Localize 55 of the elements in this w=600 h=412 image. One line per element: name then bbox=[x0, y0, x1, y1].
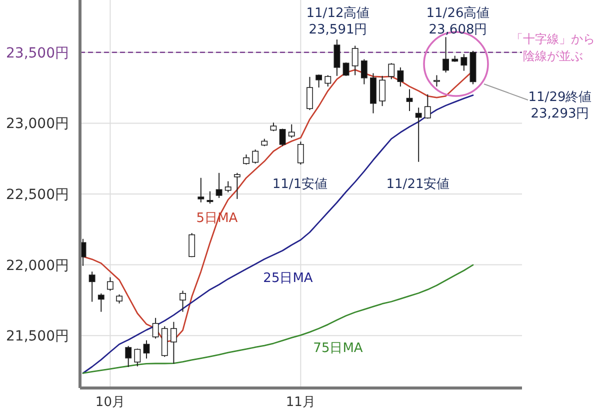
candlestick bbox=[379, 75, 386, 107]
line-series bbox=[82, 264, 474, 374]
candlestick bbox=[206, 190, 214, 204]
candlestick bbox=[152, 317, 159, 340]
candlestick bbox=[424, 94, 431, 120]
candlestick bbox=[116, 294, 122, 304]
candlestick bbox=[88, 271, 96, 302]
x-tick-label: 10月 bbox=[95, 395, 125, 410]
candlestick bbox=[288, 124, 295, 138]
candlestick bbox=[415, 107, 422, 162]
candlestick bbox=[216, 172, 222, 198]
x-tick-label: 11月 bbox=[286, 395, 316, 410]
candlestick bbox=[342, 62, 350, 76]
candlestick bbox=[324, 74, 332, 88]
y-tick-label: 23,000円 bbox=[6, 116, 69, 132]
candlestick bbox=[316, 74, 322, 88]
candlestick bbox=[334, 39, 340, 76]
annotation: 11/1安値 bbox=[272, 176, 328, 192]
candlestick bbox=[134, 348, 141, 367]
candlestick bbox=[460, 54, 468, 72]
candlestick bbox=[360, 58, 368, 85]
annotation: 11/12高値 23,591円 bbox=[306, 5, 370, 38]
candlestick bbox=[406, 88, 413, 112]
candlestick bbox=[107, 276, 114, 292]
series-label: 25日MA bbox=[263, 271, 313, 286]
candlestick bbox=[352, 45, 358, 76]
candlestick bbox=[98, 292, 104, 312]
text: 陰線が並ぶ bbox=[523, 49, 583, 63]
candlestick bbox=[143, 340, 150, 360]
y-tick-label: 23,500円 bbox=[6, 45, 69, 62]
candlestick bbox=[234, 172, 240, 200]
candlestick bbox=[279, 128, 286, 147]
candlestick bbox=[198, 177, 204, 203]
y-tick-label: 22,000円 bbox=[6, 258, 69, 274]
candlestick bbox=[297, 141, 304, 166]
annotation: 11/21安値 bbox=[386, 176, 450, 192]
annotation: 11/26高値 23,608円 bbox=[426, 5, 490, 38]
candlestick bbox=[434, 74, 440, 88]
candlestick bbox=[306, 76, 313, 111]
candlestick bbox=[442, 36, 449, 73]
y-tick-label: 22,500円 bbox=[6, 187, 69, 203]
candlestick bbox=[180, 290, 186, 312]
text: 11/29終値 23,293円 bbox=[528, 90, 592, 122]
candlestick bbox=[388, 62, 395, 80]
candlestick bbox=[170, 321, 177, 364]
candlestick bbox=[397, 66, 404, 88]
candlestick bbox=[252, 149, 259, 164]
candlestick bbox=[125, 345, 132, 368]
series-label: 75日MA bbox=[313, 341, 363, 356]
line-series bbox=[82, 94, 474, 374]
candlestick bbox=[243, 154, 250, 166]
y-tick-label: 21,500円 bbox=[6, 328, 69, 345]
candlestick bbox=[188, 232, 196, 258]
candlestick bbox=[224, 180, 232, 193]
text: 「十字線」から bbox=[511, 32, 595, 46]
